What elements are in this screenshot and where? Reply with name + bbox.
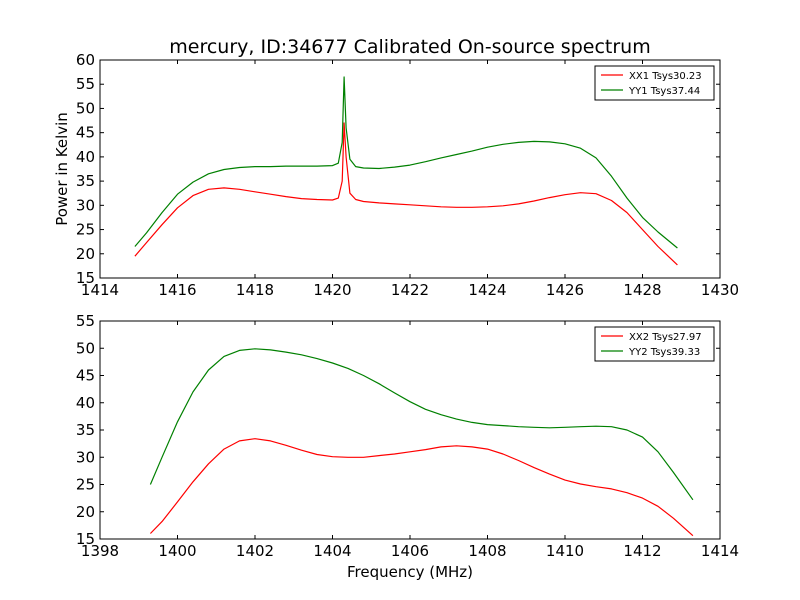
y-tick-label: 60 [76,51,95,69]
y-tick-label: 40 [76,394,95,412]
bottom-plot: 1398 1400 1402 1404 1406 1408 1410 1412 1414 15 20… [76,312,739,560]
legend: XX1 Tsys30.23 YY1 Tsys37.44 [594,65,715,101]
x-tick-label: 1402 [236,542,274,560]
x-tick-label: 1400 [158,542,196,560]
chart-title: mercury, ID:34677 Calibrated On-source s… [169,36,650,58]
legend-entry: XX2 Tsys27.97 [629,332,702,343]
x-tick-label: 1414 [81,281,119,299]
series-line-2-1 [149,438,694,537]
x-tick-label: 1408 [468,542,506,560]
y-tick-label: 30 [76,448,95,466]
top-panel: mercury, ID:34677 Calibrated On-source s… [53,36,739,299]
y-tick-label: 45 [76,367,95,385]
x-tick-label: 1398 [81,542,119,560]
x-tick-label: 1422 [391,281,429,299]
x-tick-label: 1428 [623,281,661,299]
y-tick-label: 50 [76,99,95,117]
legend-entry: YY2 Tsys39.33 [628,347,700,358]
y-tick-label: 25 [76,476,95,494]
x-tick-label: 1406 [391,542,429,560]
legend-box [594,65,715,101]
y-tick-label: 15 [76,269,95,287]
x-tick-label: 1414 [701,542,739,560]
y-axis-label: Power in Kelvin [53,112,71,226]
x-tick-label: 1424 [468,281,506,299]
y-tick-label: 40 [76,148,95,166]
y-tick-label: 20 [76,245,95,263]
series-line-2-2 [149,348,694,501]
legend-entry: XX1 Tsys30.23 [629,71,702,82]
x-tick-label: 1412 [623,542,661,560]
series-line-1-2 [134,76,678,249]
x-tick-label: 1430 [701,281,739,299]
x-axis-label: Frequency (MHz) [347,563,473,581]
legend: XX2 Tsys27.97 YY2 Tsys39.33 [594,326,715,362]
y-tick-label: 55 [76,312,95,330]
series-line-1-1 [134,122,678,266]
x-tick-label: 1410 [546,542,584,560]
x-tick-label: 1416 [158,281,196,299]
y-tick-label: 20 [76,503,95,521]
y-tick-label: 25 [76,221,95,239]
y-tick-label: 30 [76,196,95,214]
y-tick-label: 45 [76,124,95,142]
y-tick-label: 35 [76,172,95,190]
y-tick-label: 50 [76,339,95,357]
y-tick-label: 35 [76,421,95,439]
bottom-panel: Frequency (MHz) 1398 1400 1402 1404 1406 1408… [76,312,739,581]
y-tick-label: 55 [76,75,95,93]
x-tick-label: 1420 [313,281,351,299]
x-tick-label: 1426 [546,281,584,299]
x-tick-label: 1418 [236,281,274,299]
legend-entry: YY1 Tsys37.44 [628,86,700,97]
x-tick-label: 1404 [313,542,351,560]
top-plot: 1414 1416 1418 1420 1422 1424 1426 1428 1430 15 20… [76,51,739,299]
legend-box [594,326,715,362]
y-tick-label: 15 [76,530,95,548]
